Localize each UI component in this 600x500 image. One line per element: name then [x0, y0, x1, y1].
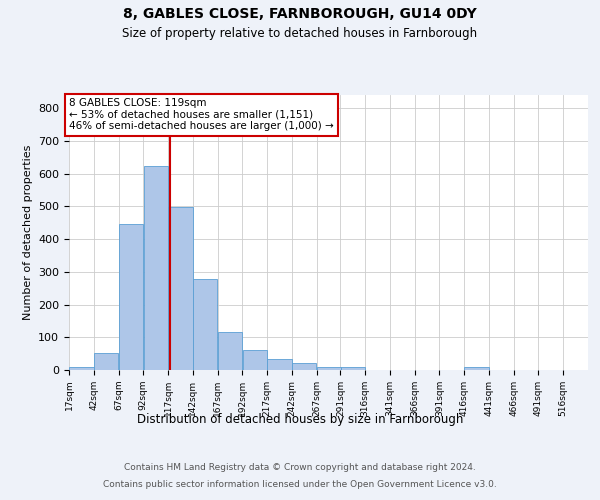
- Text: Distribution of detached houses by size in Farnborough: Distribution of detached houses by size …: [137, 412, 463, 426]
- Bar: [168, 208, 193, 370]
- Bar: [143, 166, 168, 370]
- Bar: [464, 366, 489, 370]
- Bar: [292, 363, 316, 370]
- Bar: [193, 280, 217, 370]
- Bar: [341, 368, 365, 370]
- Bar: [317, 366, 341, 370]
- Y-axis label: Number of detached properties: Number of detached properties: [23, 145, 32, 320]
- Text: Contains public sector information licensed under the Open Government Licence v3: Contains public sector information licen…: [103, 480, 497, 489]
- Bar: [218, 332, 242, 370]
- Text: Size of property relative to detached houses in Farnborough: Size of property relative to detached ho…: [122, 28, 478, 40]
- Text: 8, GABLES CLOSE, FARNBOROUGH, GU14 0DY: 8, GABLES CLOSE, FARNBOROUGH, GU14 0DY: [123, 8, 477, 22]
- Text: 8 GABLES CLOSE: 119sqm
← 53% of detached houses are smaller (1,151)
46% of semi-: 8 GABLES CLOSE: 119sqm ← 53% of detached…: [70, 98, 334, 132]
- Text: Contains HM Land Registry data © Crown copyright and database right 2024.: Contains HM Land Registry data © Crown c…: [124, 462, 476, 471]
- Bar: [242, 350, 267, 370]
- Bar: [268, 358, 292, 370]
- Bar: [94, 353, 118, 370]
- Bar: [119, 224, 143, 370]
- Bar: [69, 366, 94, 370]
